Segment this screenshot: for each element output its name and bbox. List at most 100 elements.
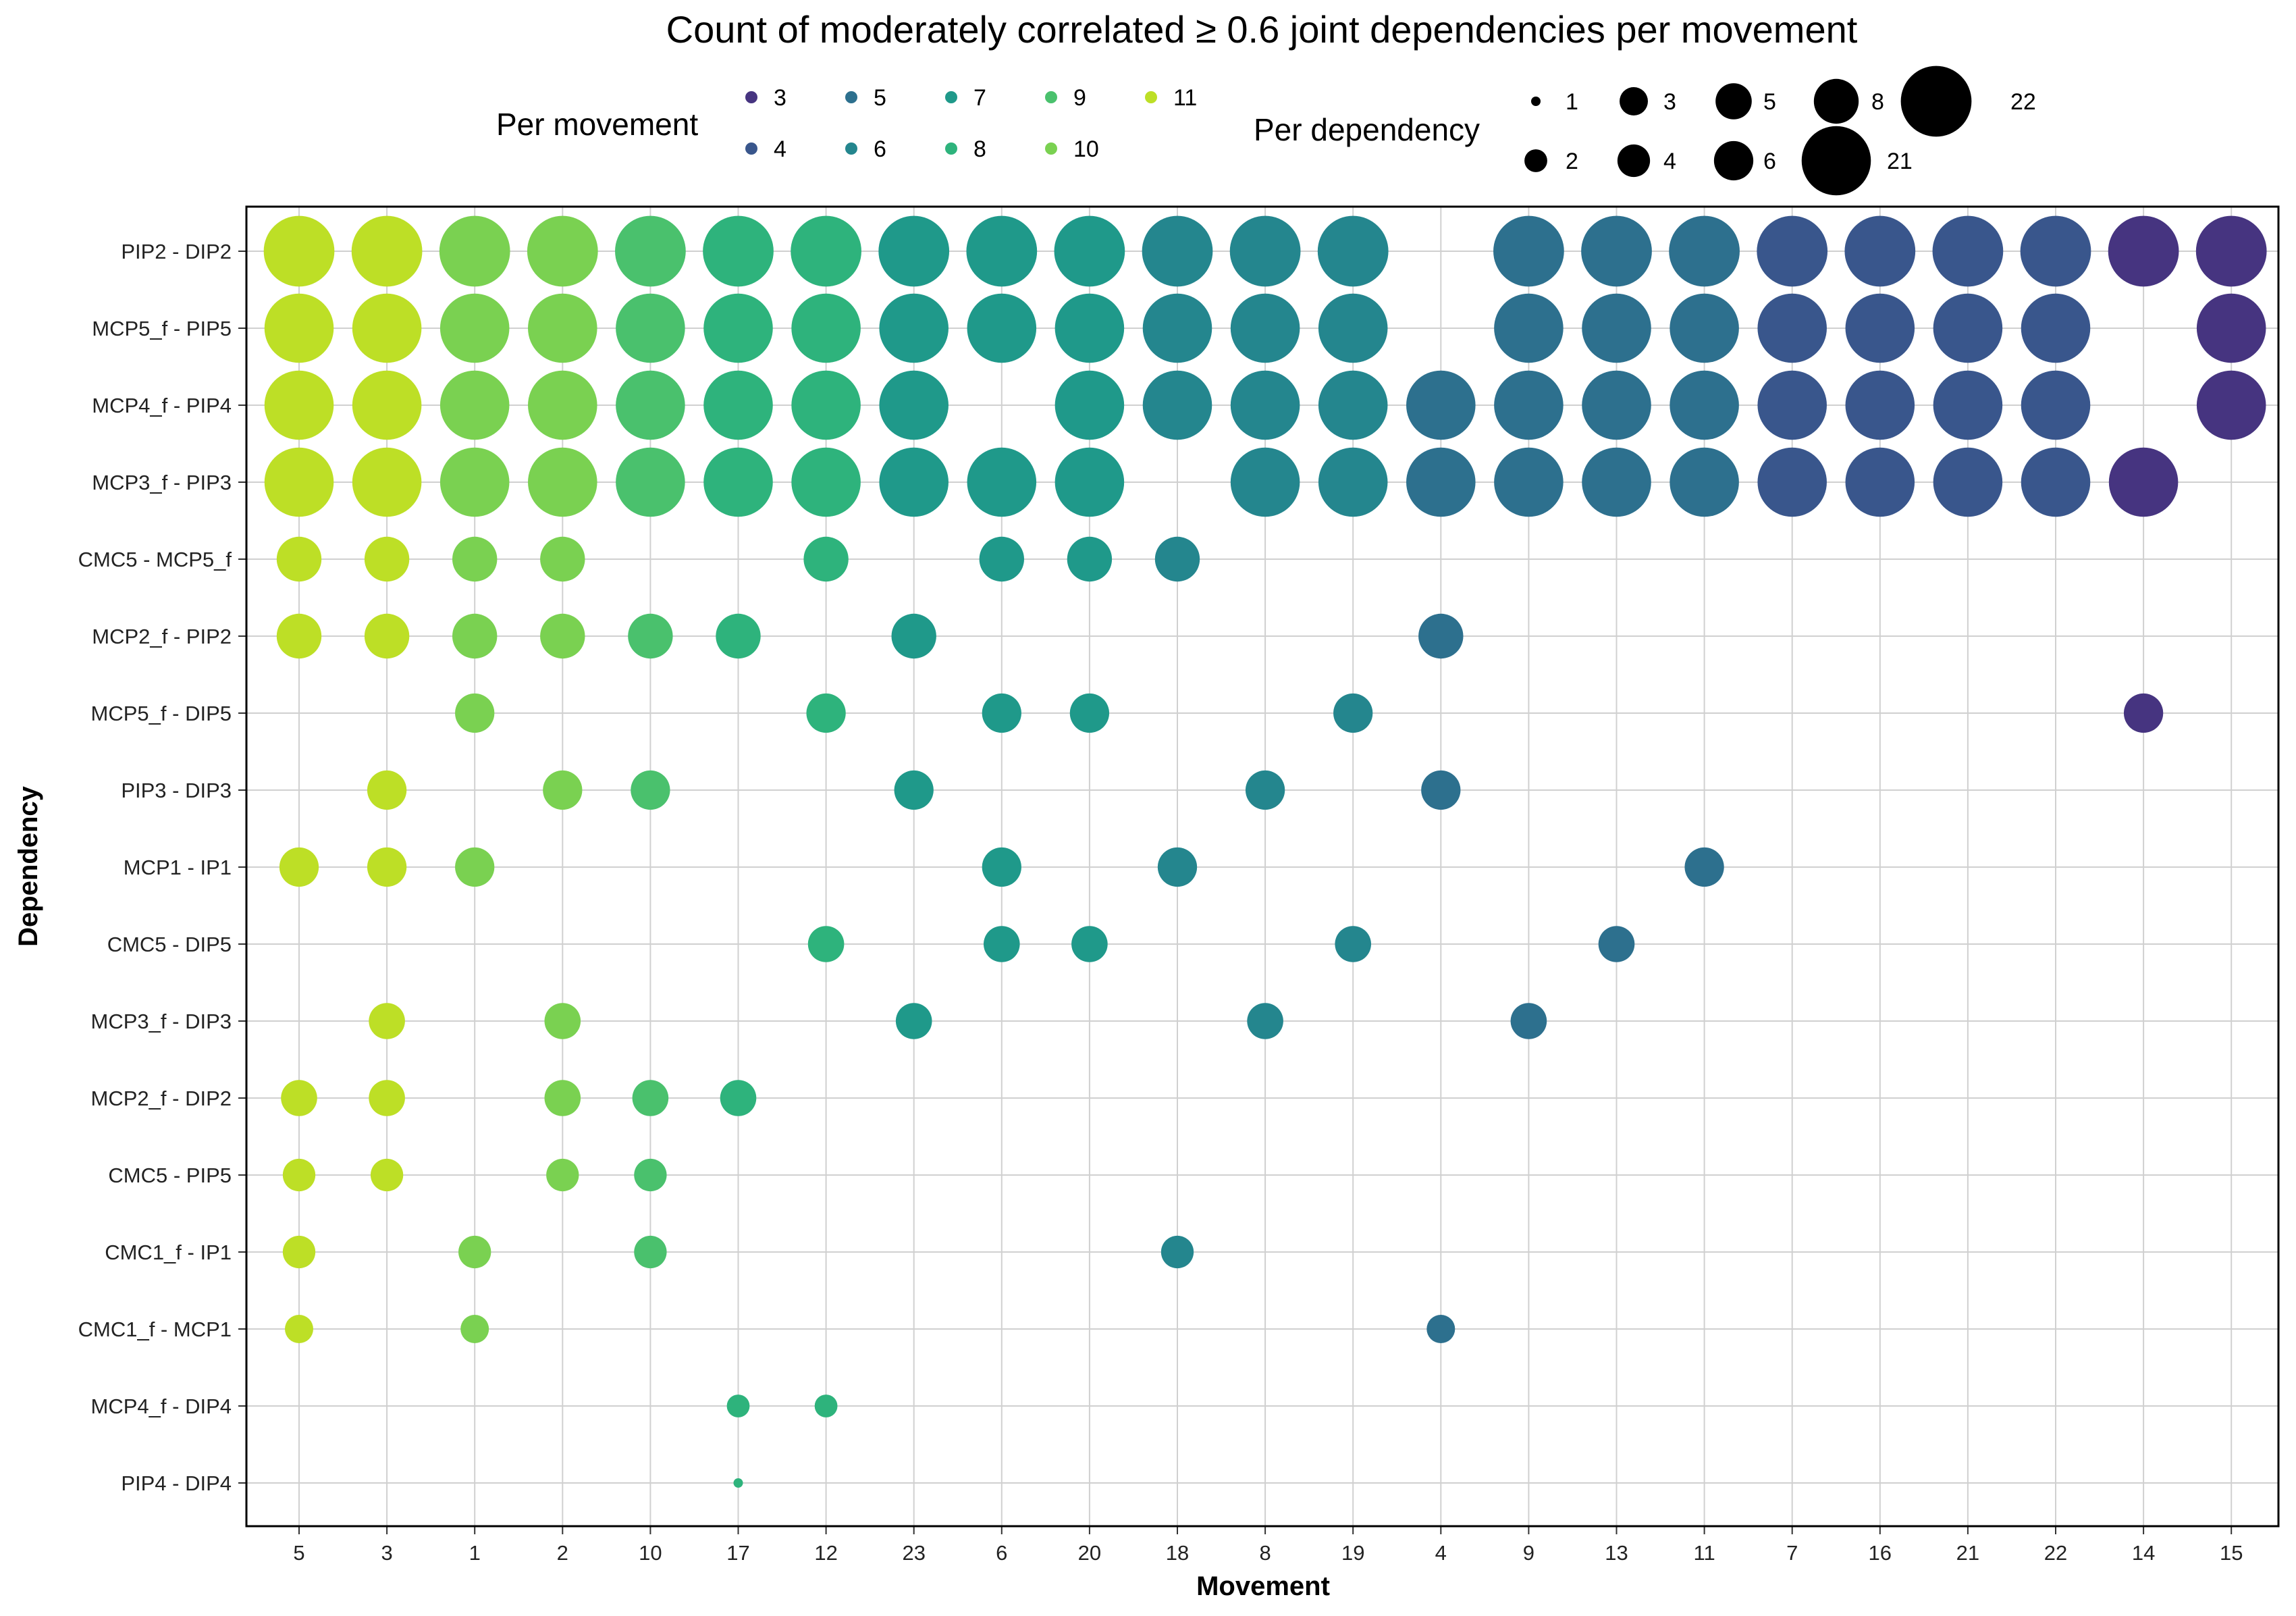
data-point — [726, 1395, 750, 1417]
x-tick-label: 6 — [996, 1541, 1007, 1565]
data-point — [1844, 215, 1916, 287]
data-point — [546, 1158, 579, 1192]
data-point — [439, 293, 510, 363]
data-point — [2021, 293, 2091, 363]
data-point — [1582, 447, 1651, 517]
data-point — [1932, 215, 2004, 287]
data-point — [285, 1315, 313, 1343]
data-point — [1406, 447, 1476, 517]
data-point — [878, 215, 950, 287]
data-point — [1054, 215, 1125, 287]
y-tick-label: MCP5_f - PIP5 — [92, 317, 232, 340]
data-point — [1054, 370, 1125, 440]
x-tick-label: 2 — [557, 1541, 568, 1565]
x-tick-label: 22 — [2044, 1541, 2067, 1565]
data-point — [891, 613, 936, 659]
data-point — [1669, 215, 1740, 287]
data-point — [439, 370, 510, 440]
data-point — [1757, 215, 1828, 287]
data-point — [806, 693, 846, 733]
color-legend-key — [945, 142, 957, 155]
data-point — [439, 215, 510, 287]
color-legend-key — [945, 91, 957, 103]
data-point — [982, 847, 1021, 887]
data-point — [264, 293, 334, 363]
y-tick-label: PIP4 - DIP4 — [121, 1471, 232, 1495]
data-point — [452, 536, 498, 582]
x-tick-label: 14 — [2132, 1541, 2155, 1565]
data-point — [967, 293, 1037, 363]
data-point — [615, 215, 686, 287]
data-point — [616, 447, 685, 517]
y-tick-label: MCP5_f - DIP5 — [91, 702, 232, 725]
data-point — [2021, 447, 2091, 517]
size-legend-label: 22 — [2010, 89, 2036, 115]
size-legend-label: 2 — [1566, 149, 1578, 174]
color-legend-label: 4 — [774, 136, 786, 162]
size-legend-key — [1531, 97, 1541, 106]
data-point — [540, 536, 585, 582]
color-legend-key — [845, 142, 857, 155]
color-legend-key — [1145, 91, 1157, 103]
color-legend-label: 8 — [973, 136, 986, 162]
chart-title: Count of moderately correlated ≥ 0.6 joi… — [666, 8, 1858, 51]
data-point — [1069, 693, 1110, 733]
x-tick-label: 11 — [1694, 1541, 1715, 1565]
x-tick-label: 21 — [1956, 1541, 1979, 1565]
data-point — [276, 613, 322, 659]
color-legend-label: 11 — [1173, 85, 1197, 111]
color-legend-key — [745, 142, 757, 155]
color-legend-key — [845, 91, 857, 103]
x-tick-label: 3 — [381, 1541, 392, 1565]
data-point — [879, 447, 949, 517]
data-point — [544, 1080, 581, 1116]
size-legend-label: 1 — [1566, 89, 1578, 115]
x-axis-title: Movement — [1196, 1571, 1330, 1601]
data-point — [540, 613, 585, 659]
data-point — [352, 370, 422, 440]
data-point — [439, 447, 510, 517]
x-tick-label: 4 — [1435, 1541, 1447, 1565]
data-point — [1845, 293, 1915, 363]
size-legend-key — [1524, 149, 1547, 172]
color-legend-label: 7 — [973, 85, 986, 111]
y-tick-label: MCP4_f - DIP4 — [91, 1395, 232, 1418]
data-point — [966, 215, 1038, 287]
data-point — [720, 1080, 757, 1116]
size-legend-key — [1900, 66, 1972, 137]
y-tick-label: MCP4_f - PIP4 — [92, 394, 232, 417]
data-point — [1757, 293, 1827, 363]
data-point — [2196, 370, 2266, 440]
x-tick-label: 1 — [469, 1541, 481, 1565]
data-point — [528, 293, 597, 363]
data-point — [814, 1395, 838, 1417]
data-point — [616, 370, 685, 440]
data-point — [703, 370, 773, 440]
data-point — [1582, 370, 1651, 440]
data-point — [1670, 370, 1739, 440]
size-legend-label: 5 — [1763, 89, 1776, 115]
data-point — [1494, 370, 1564, 440]
data-point — [2195, 215, 2267, 287]
y-tick-label: CMC5 - MCP5_f — [78, 548, 232, 571]
data-point — [1757, 370, 1827, 440]
color-legend-key — [745, 91, 757, 103]
data-point — [1933, 447, 2003, 517]
data-point — [616, 293, 685, 363]
data-point — [1230, 293, 1300, 363]
x-tick-label: 5 — [293, 1541, 304, 1565]
data-point — [1933, 370, 2003, 440]
color-legend-key — [1045, 91, 1057, 103]
x-tick-label: 12 — [814, 1541, 837, 1565]
data-point — [1670, 293, 1739, 363]
data-point — [1684, 847, 1724, 887]
data-point — [1598, 926, 1635, 962]
size-legend: Per dependency 1 2 3 4 5 6 8 21 22 — [1254, 66, 2036, 196]
data-point — [631, 770, 670, 810]
color-legend: Per movement 3 4 5 6 7 8 9 10 11 — [496, 85, 1197, 162]
data-point — [791, 370, 861, 440]
y-tick-label: PIP3 - DIP3 — [121, 779, 232, 802]
data-point — [632, 1080, 669, 1116]
x-tick-label: 8 — [1259, 1541, 1271, 1565]
data-point — [1245, 770, 1285, 810]
